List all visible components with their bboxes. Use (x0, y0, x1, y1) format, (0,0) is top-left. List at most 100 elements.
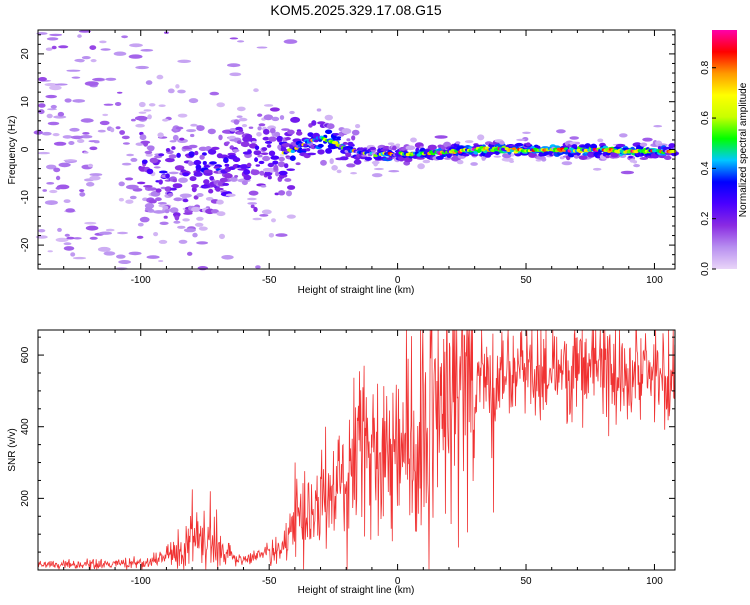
spectrogram-cell (244, 133, 253, 140)
spectrogram-cell (89, 45, 97, 50)
spectrogram-cell (84, 81, 99, 86)
spectrogram-cell (597, 138, 604, 143)
spectrogram-cell (278, 190, 286, 196)
spectrogram-cell (63, 159, 78, 162)
spectrogram-cell (179, 137, 185, 141)
spectrogram-cell (49, 85, 62, 91)
spectrogram-trace-point (314, 139, 319, 143)
spectrogram-cell (275, 233, 288, 237)
spectrogram-xtick-label: 0 (395, 275, 401, 286)
spectrogram-cell (203, 179, 210, 185)
spectrogram-cell (37, 229, 46, 233)
spectrogram-cell (205, 197, 214, 201)
spectrogram-cell (464, 140, 474, 144)
snr-ytick-label: 400 (20, 418, 31, 435)
spectrogram-cell (350, 172, 357, 175)
spectrogram-cell (392, 145, 397, 151)
spectrogram-cell (103, 251, 116, 256)
spectrogram-cell (177, 113, 188, 118)
spectrogram-cell (172, 134, 179, 141)
spectrogram-cell (222, 182, 230, 186)
spectrogram-cell (89, 236, 98, 240)
spectrogram-cell (141, 159, 148, 165)
spectrogram-cell (72, 99, 86, 103)
spectrogram-cell (35, 235, 48, 239)
spectrogram-cell (195, 164, 202, 170)
spectrogram-cell (255, 164, 261, 167)
spectrogram-cell (247, 197, 257, 201)
spectrogram-cell (209, 176, 215, 181)
spectrogram-cell (177, 59, 192, 63)
colorbar-label: Normalized spectral amplitude (738, 82, 749, 217)
spectrogram-cell (119, 130, 125, 135)
spectrogram-cell (239, 164, 249, 169)
spectrogram-cell (311, 120, 317, 126)
spectrogram-cell (165, 148, 171, 152)
spectrogram-cell (307, 152, 317, 156)
spectrogram-ytick-label: 20 (20, 48, 31, 60)
spectrogram-trace-point (425, 149, 430, 153)
spectrogram-cell (153, 232, 159, 237)
spectrogram-cell (169, 140, 177, 143)
spectrogram-cell (620, 170, 635, 175)
spectrogram-cell (556, 129, 566, 134)
spectrogram-cell (102, 113, 109, 117)
spectrogram-cell (47, 250, 53, 253)
spectrogram-cell (248, 190, 259, 196)
spectrogram-xlabel: Height of straight line (km) (298, 285, 415, 296)
spectrogram-cell (135, 123, 145, 128)
spectrogram-trace-point (569, 147, 574, 151)
spectrogram-cell (143, 141, 149, 147)
snr-ytick-label: 600 (20, 346, 31, 363)
spectrogram-cell (663, 155, 672, 160)
spectrogram-cell (257, 154, 263, 158)
spectrogram-cell (188, 151, 195, 158)
spectrogram-cell (66, 236, 75, 240)
spectrogram-cell (275, 171, 280, 177)
spectrogram-cell (42, 189, 47, 192)
spectrogram-cell (194, 150, 199, 156)
spectrogram-cell (246, 162, 252, 168)
snr-plot-area (38, 330, 675, 570)
spectrogram-cell (569, 136, 579, 140)
spectrogram-cell (214, 187, 224, 191)
spectrogram-cell (125, 177, 134, 181)
spectrogram-cell (89, 175, 101, 181)
snr-xtick-label: -50 (262, 576, 277, 587)
spectrogram-cell (158, 239, 168, 244)
spectrogram-cell (642, 137, 653, 142)
spectrogram-cell (196, 216, 204, 221)
spectrogram-cell (331, 165, 338, 171)
spectrogram-cell (342, 141, 348, 145)
spectrogram-cell (351, 135, 356, 141)
spectrogram-cell (218, 134, 223, 141)
spectrogram-cell (121, 35, 128, 39)
spectrogram-ytick-label: 10 (20, 96, 31, 108)
spectrogram-cell (255, 265, 261, 269)
spectrogram-cell (177, 225, 186, 229)
spectrogram-cell (51, 45, 57, 50)
spectrogram-cell (277, 161, 286, 168)
spectrogram-cell (289, 155, 296, 161)
spectrogram-cell (146, 255, 160, 259)
spectrogram-cell (174, 165, 185, 171)
spectrogram-trace-point (342, 146, 348, 150)
spectrogram-cell (98, 231, 112, 235)
spectrogram-cell (336, 136, 342, 139)
spectrogram-cell (346, 138, 351, 142)
figure-title: KOM5.2025.329.17.08.G15 (270, 2, 441, 18)
spectrogram-cell (191, 186, 197, 193)
spectrogram-cell (339, 156, 349, 161)
spectrogram-cell (525, 142, 531, 147)
spectrogram-cell (373, 167, 384, 171)
spectrogram-cell (77, 139, 85, 143)
spectrogram-cell (147, 114, 152, 120)
colorbar-tick-label: 0.2 (700, 211, 711, 225)
spectrogram-cell (209, 91, 220, 96)
colorbar-tick-label: 0.8 (700, 60, 711, 74)
spectrogram-cell (234, 175, 239, 178)
spectrogram-cell (398, 156, 405, 162)
colorbar-tick-label: 0.4 (700, 161, 711, 175)
spectrogram-cell (172, 183, 183, 189)
spectrogram-cell (168, 154, 177, 159)
